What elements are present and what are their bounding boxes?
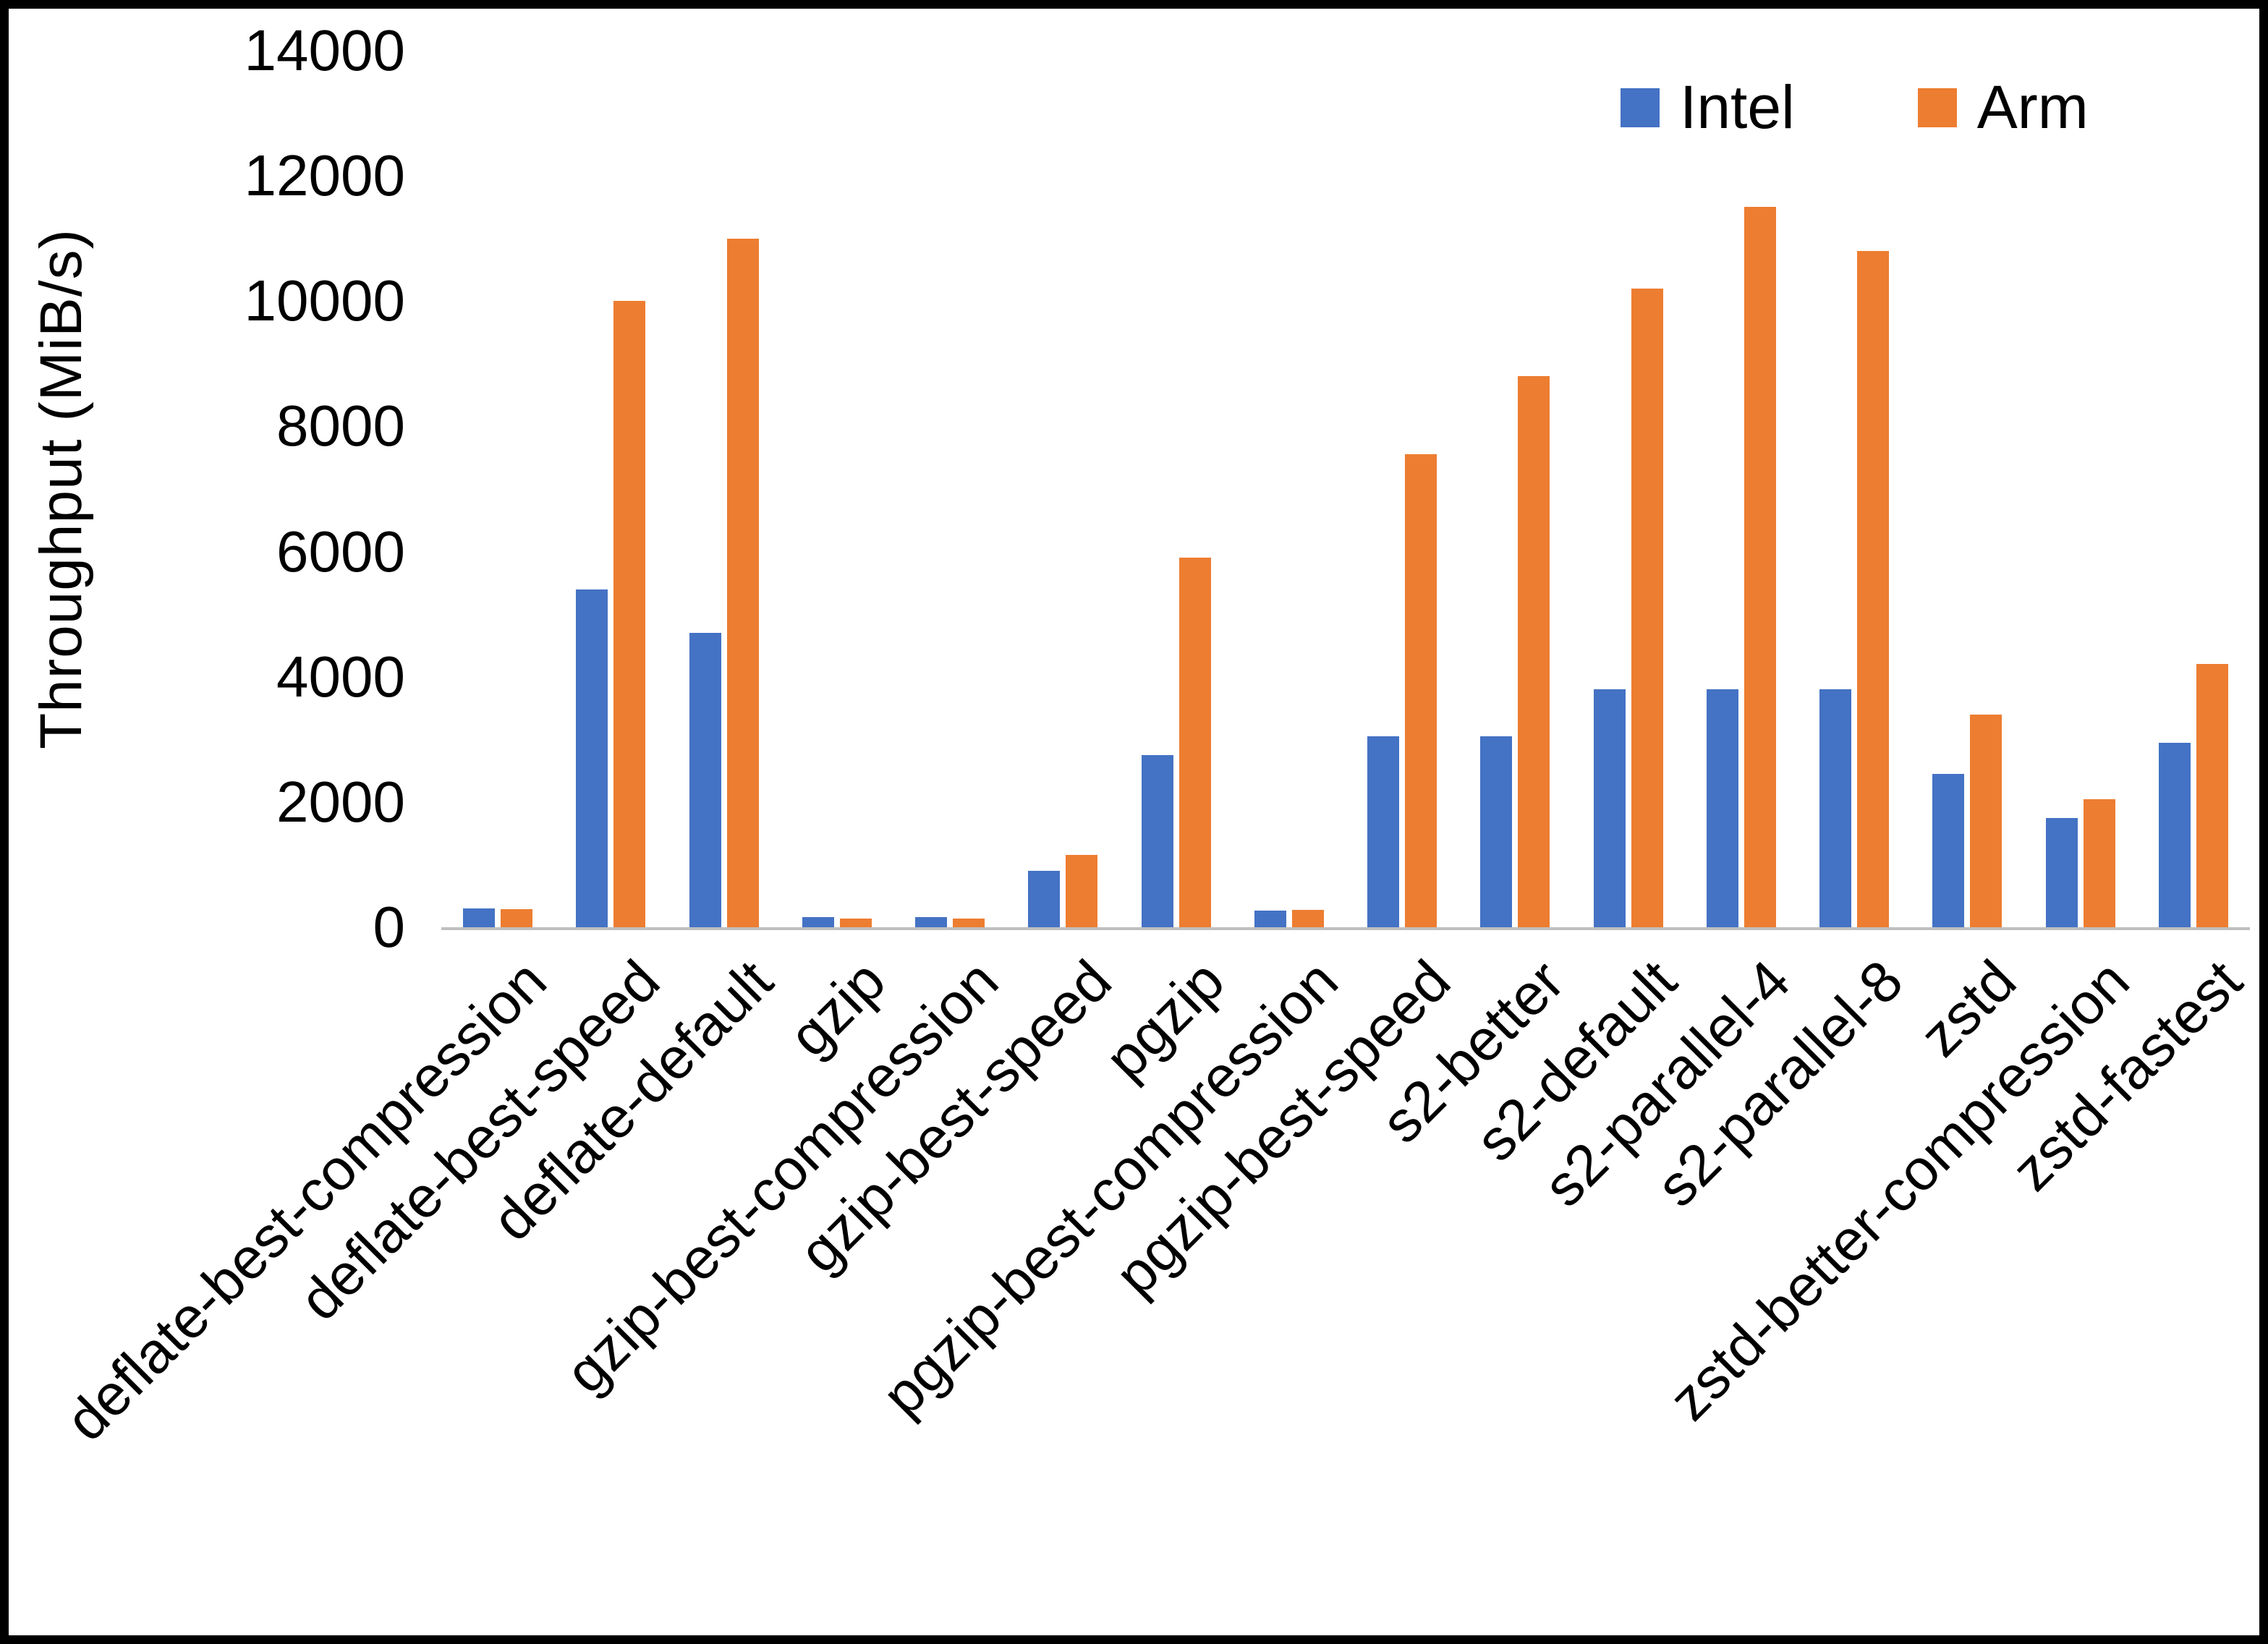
bar-intel-pgzip-best-compression [1254,910,1286,927]
bar-intel-zstd [1932,773,1965,927]
bar-intel-s2-parallel-8 [1819,689,1852,927]
bar-intel-zstd-fastest [2158,742,2191,927]
y-tick-label: 6000 [276,519,405,584]
bar-intel-zstd-better-compression [2045,817,2078,927]
bar-intel-pgzip [1141,754,1173,927]
bar-arm-pgzip [1178,558,1211,927]
legend: Intel Arm [1621,72,2089,142]
y-tick-label: 2000 [276,769,405,834]
bar-arm-pgzip-best-compression [1291,909,1324,927]
y-axis-ticks: 0 2000 4000 6000 8000 10000 12000 14000 [217,18,405,959]
y-tick-label: 12000 [244,143,405,208]
bar-intel-deflate-best-speed [576,589,608,927]
bar-intel-gzip-best-compression [915,917,948,927]
bar-arm-s2-parallel-8 [1857,251,1890,927]
bar-intel-gzip-best-speed [1028,871,1061,927]
x-axis-line [441,927,2250,930]
y-tick-label: 8000 [276,393,405,459]
x-axis-labels: deflate-best-compression deflate-best-spe… [54,947,2254,1635]
bar-intel-deflate-default [689,633,721,927]
legend-item-arm: Arm [1917,72,2089,142]
bar-arm-deflate-best-speed [613,301,646,927]
legend-item-intel: Intel [1621,72,1795,142]
bar-arm-gzip [839,918,872,927]
bar-arm-zstd-better-compression [2083,798,2115,927]
y-axis-title-box: Throughput (MiB/s) [14,51,109,927]
y-axis-title: Throughput (MiB/s) [28,229,94,749]
bar-arm-gzip-best-compression [953,918,985,927]
bar-intel-deflate-best-compression [463,908,496,927]
y-tick-label: 14000 [244,18,405,82]
bar-intel-gzip [802,917,834,927]
bar-arm-zstd [1970,714,2002,927]
legend-swatch-arm [1917,88,1957,127]
y-tick-label: 4000 [276,644,405,709]
plot-area [441,51,2250,927]
bar-arm-s2-better [1518,376,1550,927]
y-tick-label: 0 [373,895,406,959]
legend-label-intel: Intel [1680,73,1795,141]
bar-intel-s2-better [1480,736,1513,927]
bar-intel-s2-parallel-4 [1706,689,1738,927]
legend-label-arm: Arm [1976,73,2089,141]
bar-arm-s2-default [1631,288,1663,927]
bar-arm-deflate-default [726,238,759,927]
bar-arm-zstd-fastest [2196,664,2228,927]
bar-arm-s2-parallel-4 [1744,207,1776,927]
x-tick-label: deflate-best-compression [53,947,558,1453]
bar-arm-pgzip-best-speed [1405,454,1437,927]
bars-layer [441,51,2250,927]
legend-swatch-intel [1621,88,1660,127]
bar-intel-pgzip-best-speed [1367,736,1400,927]
bar-arm-gzip-best-speed [1066,855,1098,927]
bar-arm-deflate-best-compression [501,908,533,927]
bar-intel-s2-default [1593,689,1626,927]
y-tick-label: 10000 [244,268,405,333]
